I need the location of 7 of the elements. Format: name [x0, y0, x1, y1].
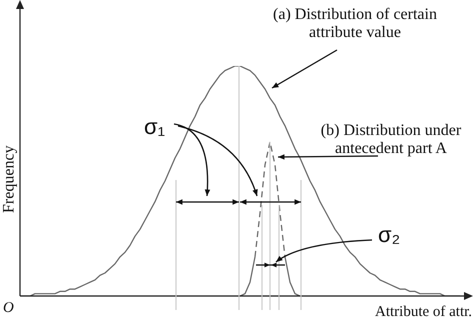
annotation: (b) Distribution under antecedent part A [320, 122, 462, 159]
text: (a) Distribution of certain attribute value [272, 6, 438, 43]
x-axis-title: Attribute of attr. [375, 304, 472, 322]
y-axis-title: Frequency [0, 145, 19, 213]
text: O [3, 300, 14, 318]
annotation: σ₁ [144, 114, 166, 140]
annotation: σ₂ [378, 222, 400, 248]
